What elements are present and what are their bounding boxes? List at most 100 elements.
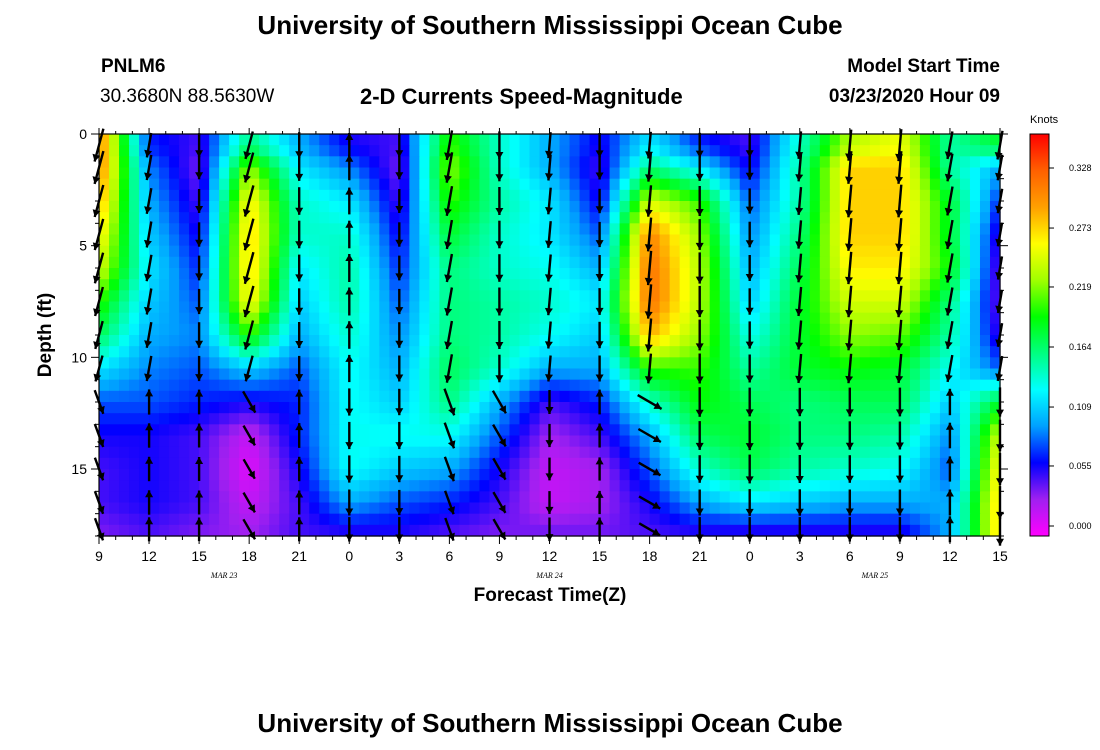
heatmap-cell — [309, 424, 320, 437]
heatmap-cell — [569, 178, 581, 191]
heatmap-cell — [399, 368, 410, 381]
heatmap-cell — [319, 134, 330, 146]
heatmap-cell — [409, 301, 420, 314]
heatmap-cell — [399, 189, 410, 202]
heatmap-cell — [289, 513, 300, 526]
heatmap-cell — [349, 145, 360, 157]
heatmap-cell — [409, 502, 420, 515]
heatmap-cell — [389, 390, 400, 403]
heatmap-cell — [179, 480, 190, 492]
heatmap-cell — [489, 402, 501, 414]
heatmap-cell — [239, 390, 250, 403]
heatmap-cell — [859, 134, 871, 146]
heatmap-cell — [749, 301, 761, 314]
heatmap-cell — [479, 312, 491, 325]
heatmap-cell — [689, 167, 701, 180]
heatmap-cell — [469, 212, 481, 224]
heatmap-cell — [429, 212, 440, 224]
current-arrow — [945, 489, 954, 516]
heatmap-cell — [929, 201, 941, 213]
heatmap-cell — [759, 223, 771, 236]
heatmap-cell — [259, 368, 270, 381]
heatmap-cell — [339, 268, 350, 280]
heatmap-cell — [839, 357, 851, 370]
heatmap-cell — [769, 435, 781, 448]
heatmap-cell — [269, 290, 280, 303]
heatmap-cell — [729, 491, 741, 504]
heatmap-cell — [179, 413, 190, 425]
heatmap-cell — [509, 335, 521, 347]
heatmap-cell — [929, 189, 941, 202]
heatmap-cell — [989, 312, 1001, 325]
heatmap-cell — [359, 145, 370, 157]
heatmap-cell — [529, 357, 541, 370]
heatmap-cell — [619, 134, 631, 146]
heatmap-cell — [519, 435, 531, 448]
heatmap-cell — [529, 290, 541, 303]
heatmap-cell — [629, 156, 641, 169]
heatmap-cell — [449, 379, 460, 392]
heatmap-cell — [519, 491, 531, 504]
heatmap-cell — [699, 245, 711, 258]
heatmap-cell — [409, 201, 420, 213]
heatmap-cell — [889, 268, 901, 280]
heatmap-cell — [899, 435, 911, 448]
heatmap-cell — [319, 279, 330, 291]
heatmap-cell — [599, 145, 611, 157]
heatmap-cell — [939, 446, 951, 459]
heatmap-cell — [369, 279, 380, 291]
heatmap-cell — [219, 156, 230, 169]
heatmap-cell — [889, 435, 901, 448]
heatmap-cell — [879, 480, 891, 492]
heatmap-cell — [889, 201, 901, 213]
heatmap-cell — [179, 167, 190, 180]
heatmap-cell — [619, 491, 631, 504]
heatmap-cell — [299, 312, 310, 325]
heatmap-cell — [549, 189, 561, 202]
heatmap-cell — [749, 524, 761, 537]
heatmap-cell — [349, 234, 360, 247]
heatmap-cell — [639, 480, 651, 492]
heatmap-cell — [819, 424, 831, 437]
heatmap-cell — [769, 201, 781, 213]
heatmap-cell — [879, 201, 891, 213]
heatmap-cell — [179, 301, 190, 314]
heatmap-cell — [809, 402, 821, 414]
current-arrow — [544, 254, 553, 282]
heatmap-cell — [259, 513, 270, 526]
heatmap-cell — [789, 268, 801, 280]
heatmap-cell — [639, 323, 651, 336]
heatmap-cell — [659, 178, 671, 191]
heatmap-cell — [769, 134, 781, 146]
heatmap-cell — [529, 502, 541, 515]
heatmap-cell — [639, 524, 651, 537]
heatmap-cell — [359, 346, 370, 358]
heatmap-cell — [679, 134, 691, 146]
heatmap-cell — [509, 245, 521, 258]
heatmap-cell — [689, 502, 701, 515]
heatmap-cell — [299, 256, 310, 269]
heatmap-cell — [829, 268, 841, 280]
heatmap-cell — [949, 256, 961, 269]
heatmap-cell — [309, 268, 320, 280]
heatmap-cell — [99, 212, 110, 224]
heatmap-cell — [249, 256, 260, 269]
heatmap-cell — [839, 223, 851, 236]
heatmap-cell — [979, 189, 991, 202]
heatmap-cell — [849, 134, 861, 146]
heatmap-cell — [349, 524, 360, 537]
heatmap-cell — [989, 245, 1001, 258]
heatmap-cell — [119, 245, 130, 258]
heatmap-cell — [479, 435, 491, 448]
heatmap-cell — [779, 502, 791, 515]
heatmap-cell — [199, 268, 210, 280]
heatmap-cell — [949, 402, 961, 414]
heatmap-cell — [269, 268, 280, 280]
heatmap-cell — [699, 469, 711, 481]
heatmap-cell — [239, 435, 250, 448]
heatmap-cell — [869, 513, 881, 526]
heatmap-cell — [439, 279, 450, 291]
heatmap-cell — [429, 513, 440, 526]
heatmap-cell — [349, 290, 360, 303]
current-arrow — [595, 457, 604, 481]
